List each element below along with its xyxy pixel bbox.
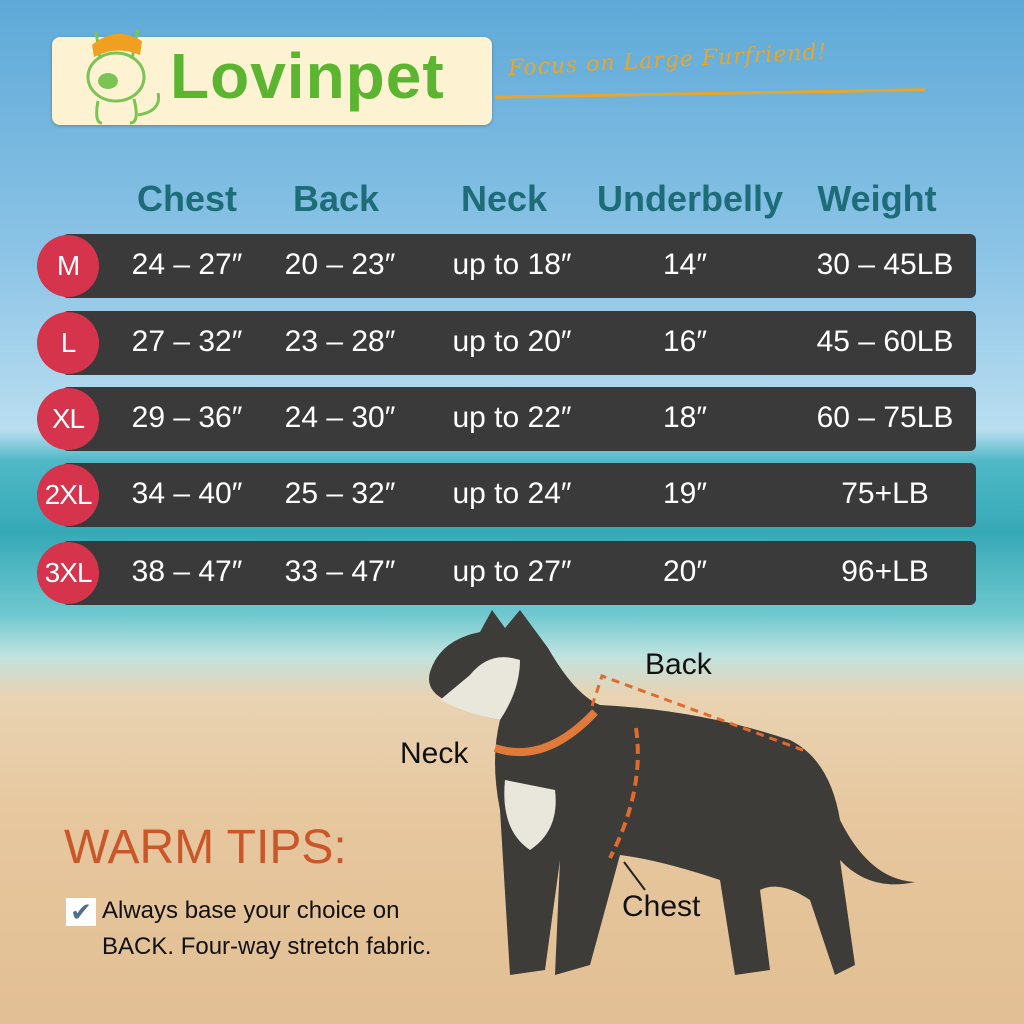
- chest-measure-line: [608, 727, 640, 859]
- size-badge: XL: [37, 388, 99, 450]
- cell-weight: 75+LB: [841, 477, 929, 510]
- cell-chest: 27 – 32″: [131, 325, 243, 358]
- cell-back: 33 – 47″: [284, 555, 396, 588]
- header-neck: Neck: [460, 178, 548, 219]
- tagline-underline: [495, 88, 925, 99]
- cell-underbelly: 18″: [663, 401, 707, 434]
- cell-chest: 24 – 27″: [131, 248, 243, 281]
- back-measure-line: [590, 674, 809, 754]
- size-row-2xl: 34 – 40″ 25 – 32″ up to 24″ 19″ 75+LB: [62, 463, 976, 527]
- dog-measurement-diagram: [429, 610, 915, 975]
- dog-silhouette: [429, 610, 915, 975]
- header-weight: Weight: [817, 178, 937, 219]
- dog-mascot-icon: [86, 28, 161, 125]
- tip-line-2: BACK. Four-way stretch fabric.: [102, 929, 431, 965]
- cell-weight: 45 – 60LB: [816, 325, 954, 358]
- collar: [493, 709, 598, 757]
- size-badge: 3XL: [37, 542, 99, 604]
- cell-neck: up to 20″: [452, 325, 572, 358]
- label-chest: Chest: [622, 890, 701, 923]
- size-badge: 2XL: [37, 464, 99, 526]
- cell-weight: 96+LB: [841, 555, 929, 588]
- size-row-m: 24 – 27″ 20 – 23″ up to 18″ 14″ 30 – 45LB: [62, 234, 976, 298]
- cell-chest: 29 – 36″: [131, 401, 243, 434]
- header-back: Back: [292, 178, 380, 219]
- label-back: Back: [645, 648, 712, 681]
- cell-underbelly: 14″: [663, 248, 707, 281]
- cell-underbelly: 16″: [663, 325, 707, 358]
- header-underbelly: Underbelly: [596, 178, 784, 219]
- label-neck: Neck: [400, 737, 469, 770]
- cell-chest: 38 – 47″: [131, 555, 243, 588]
- cell-neck: up to 24″: [452, 477, 572, 510]
- warm-tips-title: WARM TIPS:: [64, 821, 347, 874]
- cell-back: 24 – 30″: [284, 401, 396, 434]
- cell-neck: up to 18″: [452, 248, 572, 281]
- size-row-3xl: 38 – 47″ 33 – 47″ up to 27″ 20″ 96+LB: [62, 541, 976, 605]
- brand-logo: Lovinpet: [52, 28, 492, 125]
- size-badge: M: [37, 235, 99, 297]
- tagline: Focus on Large Furfriend!: [507, 39, 829, 82]
- cell-weight: 60 – 75LB: [816, 401, 954, 434]
- cell-neck: up to 22″: [452, 401, 572, 434]
- tip-line-2-text: Four-way stretch fabric.: [174, 933, 432, 960]
- cell-back: 23 – 28″: [284, 325, 396, 358]
- tip-line-1: Always base your choice on: [102, 897, 400, 924]
- brand-name: Lovinpet: [170, 40, 445, 112]
- cell-back: 25 – 32″: [284, 477, 396, 510]
- cell-chest: 34 – 40″: [131, 477, 243, 510]
- header-chest: Chest: [136, 178, 238, 219]
- cell-underbelly: 19″: [663, 477, 707, 510]
- cell-neck: up to 27″: [452, 555, 572, 588]
- tip-back-bold: BACK.: [102, 933, 175, 960]
- size-badge: L: [37, 312, 99, 374]
- cell-back: 20 – 23″: [284, 248, 396, 281]
- size-row-l: 27 – 32″ 23 – 28″ up to 20″ 16″ 45 – 60LB: [62, 311, 976, 375]
- check-box-icon: ✔: [66, 898, 96, 926]
- warm-tip-text: Always base your choice on BACK. Four-wa…: [102, 893, 431, 965]
- cell-weight: 30 – 45LB: [816, 248, 954, 281]
- size-row-xl: 29 – 36″ 24 – 30″ up to 22″ 18″ 60 – 75LB: [62, 387, 976, 451]
- cell-underbelly: 20″: [663, 555, 707, 588]
